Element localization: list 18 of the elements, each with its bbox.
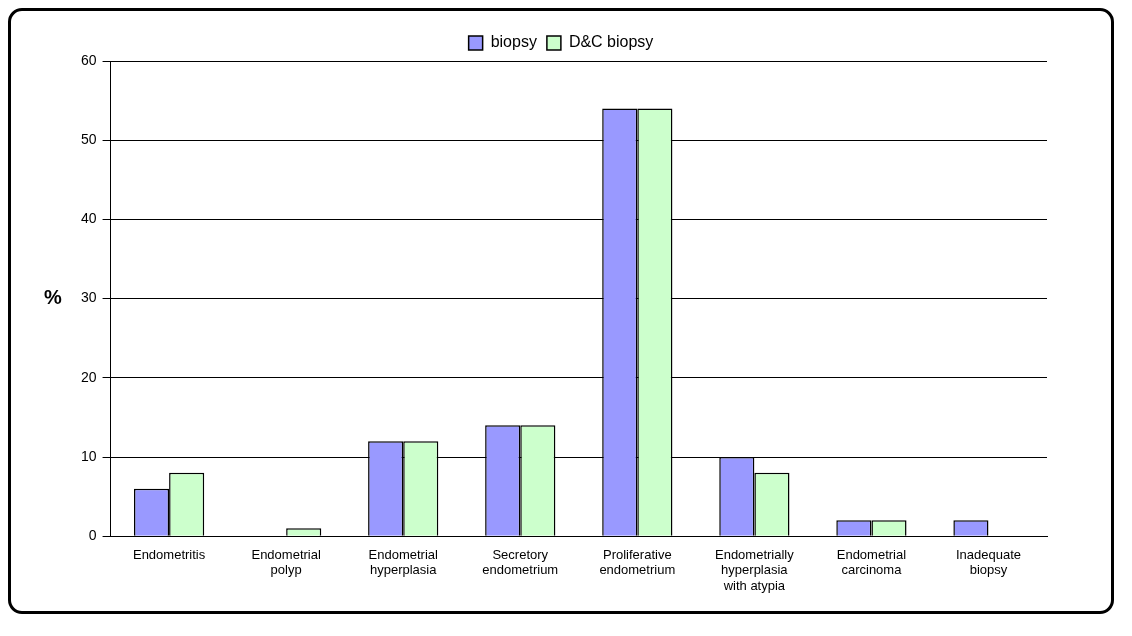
x-tick-label: Endometrial polyp bbox=[251, 546, 321, 578]
x-tick-label: Endometrial carcinoma bbox=[836, 546, 907, 578]
y-tick-label: 20 bbox=[80, 368, 97, 385]
y-tick-label: 30 bbox=[80, 289, 97, 306]
y-tick-label: 50 bbox=[80, 131, 97, 148]
y-axis-title: % bbox=[44, 286, 63, 309]
legend-label: D&C biopsy bbox=[568, 33, 654, 51]
x-tick-label: Inadequate biopsy bbox=[955, 546, 1022, 578]
x-tick-label: Endometrial hyperplasia bbox=[368, 546, 438, 578]
x-tick-label: Endometritis bbox=[132, 546, 206, 562]
y-tick-label: 40 bbox=[80, 210, 97, 227]
legend-label: biopsy bbox=[490, 33, 537, 51]
x-tick-label: Secretory endometrium bbox=[482, 546, 559, 578]
y-tick-label: 0 bbox=[88, 527, 97, 544]
x-tick-label: Endometrially hyperplasia with atypia bbox=[714, 546, 795, 593]
y-tick-label: 60 bbox=[80, 51, 97, 68]
x-tick-label: Proliferative endometrium bbox=[599, 546, 676, 578]
y-tick-label: 10 bbox=[80, 447, 97, 464]
